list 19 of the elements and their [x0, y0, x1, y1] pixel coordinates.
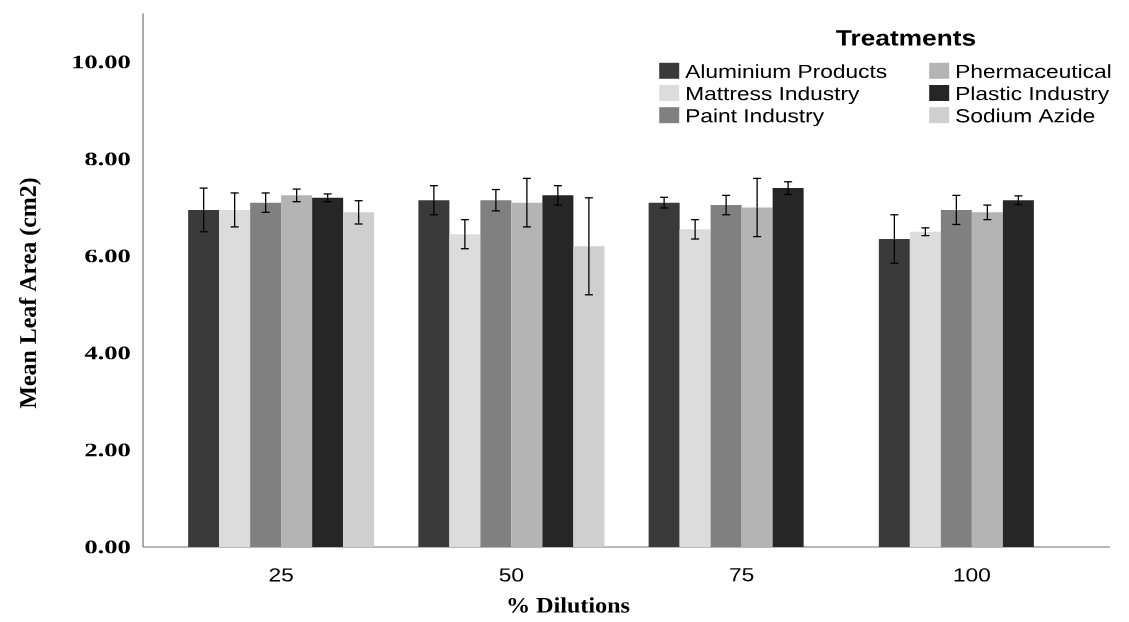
- y-tick-label: 6.00: [85, 249, 130, 263]
- legend-label: Plastic Industry: [957, 86, 1110, 105]
- legend-label: Aluminium Products: [685, 64, 887, 79]
- y-tick-label: 4.00: [84, 346, 130, 360]
- y-axis-title: Mean Leaf Area (cm2): [19, 178, 41, 409]
- legend-label: Mattress Industry: [687, 86, 860, 105]
- legend-label: Sodium Azide: [956, 108, 1095, 123]
- y-tick-label: 10.00: [73, 55, 130, 69]
- legend-label: Phermaceutical: [957, 64, 1111, 79]
- x-tick-label: 75: [730, 568, 754, 582]
- x-axis-title: % Dilutions: [508, 597, 630, 613]
- legend-title: Treatments: [836, 30, 976, 46]
- x-tick-label: 50: [499, 568, 524, 582]
- x-tick-label: 25: [269, 568, 293, 582]
- y-tick-label: 8.00: [85, 152, 130, 166]
- y-tick-label: 0.00: [85, 540, 130, 554]
- x-tick-label: 100: [954, 568, 990, 582]
- legend-label: Paint Industry: [687, 108, 825, 127]
- y-tick-label: 2.00: [85, 443, 130, 457]
